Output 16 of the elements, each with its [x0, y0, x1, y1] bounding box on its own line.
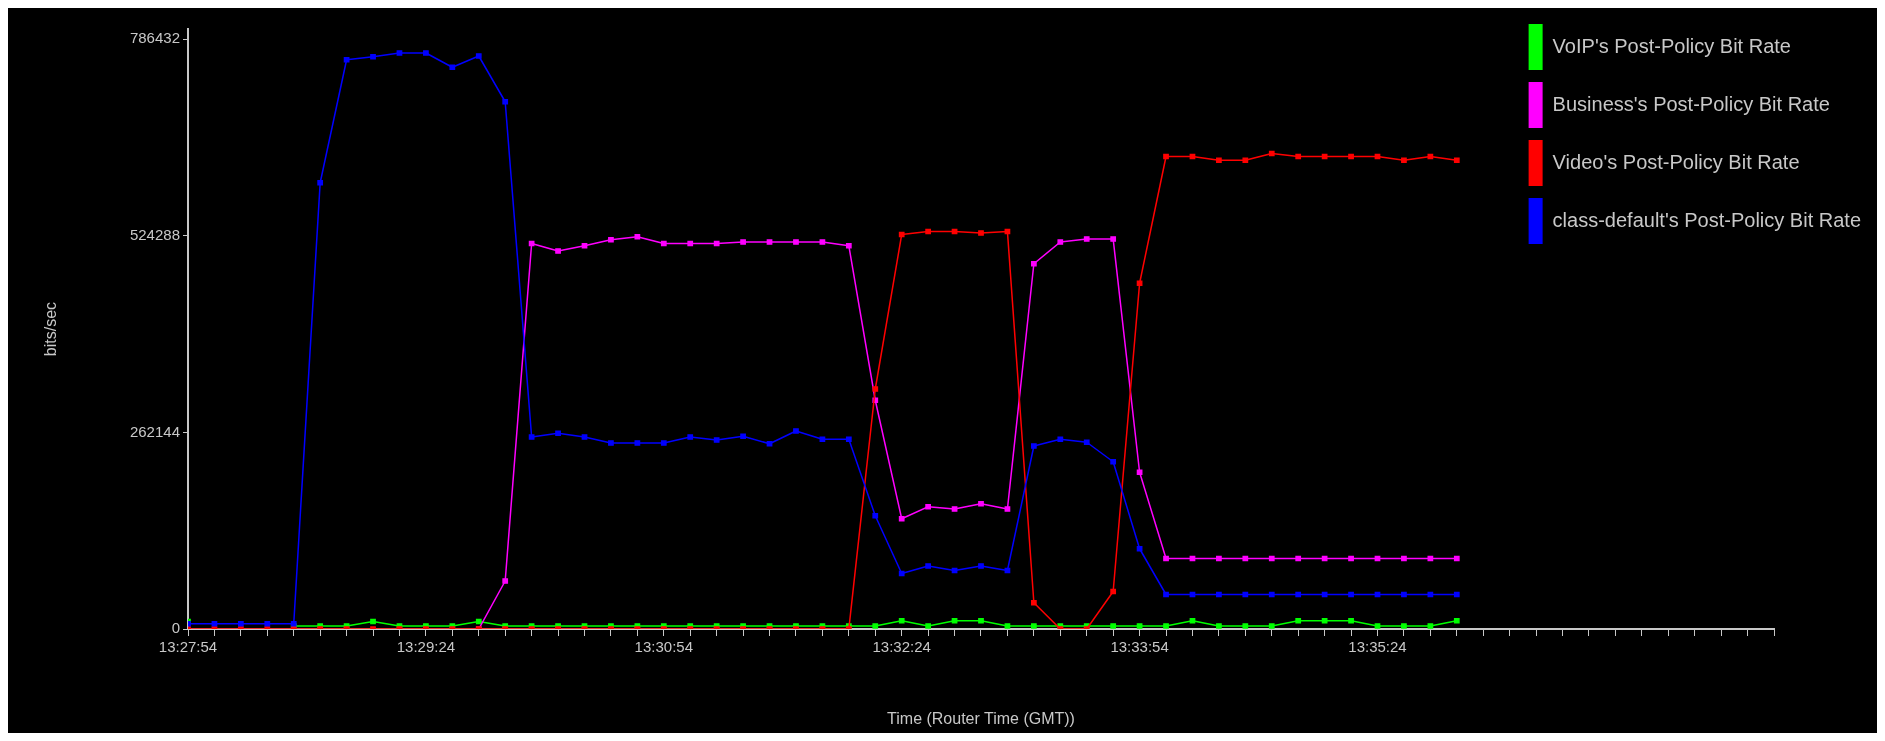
- legend-label: Video's Post-Policy Bit Rate: [1552, 150, 1800, 173]
- x-axis-title: Time (Router Time (GMT)): [887, 709, 1075, 727]
- legend-label: Business's Post-Policy Bit Rate: [1552, 92, 1830, 115]
- legend-label: VoIP's Post-Policy Bit Rate: [1552, 34, 1791, 57]
- y-tick-label: 262144: [129, 422, 180, 440]
- x-tick-label: 13:29:24: [396, 638, 456, 656]
- x-tick-label: 13:32:24: [872, 638, 931, 656]
- x-tick-label: 13:27:54: [158, 638, 218, 656]
- legend-label: class-default's Post-Policy Bit Rate: [1552, 208, 1862, 231]
- x-tick-label: 13:30:54: [634, 638, 693, 656]
- y-tick-label: 524288: [129, 225, 180, 243]
- x-tick-label: 13:33:54: [1110, 638, 1169, 656]
- y-axis-title: bits/sec: [42, 301, 60, 357]
- y-tick-label: 0: [171, 619, 180, 637]
- x-tick-label: 13:35:24: [1348, 638, 1407, 656]
- y-tick-label: 786432: [129, 29, 180, 47]
